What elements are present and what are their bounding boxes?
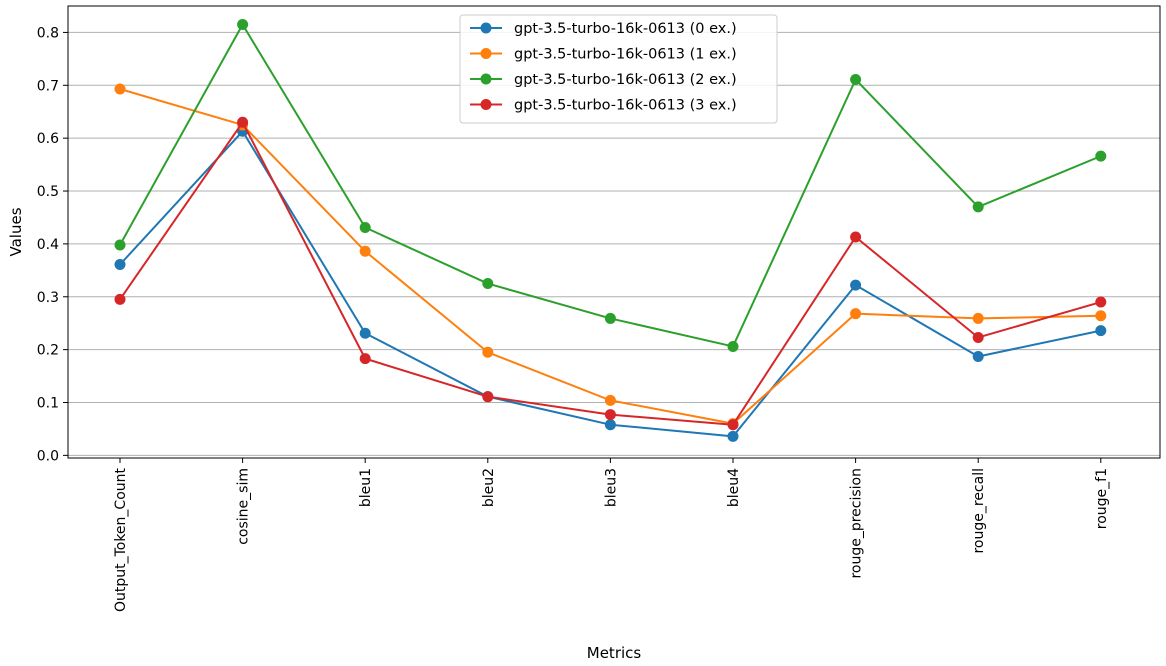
data-point-0-7: [972, 350, 984, 362]
data-point-3-4: [604, 409, 616, 421]
series-0: [114, 125, 1107, 442]
y-tick-label-8: 0.8: [37, 25, 59, 41]
series-layer: [114, 19, 1107, 442]
data-point-3-0: [114, 293, 126, 305]
data-point-2-3: [482, 278, 494, 290]
data-point-3-5: [727, 419, 739, 431]
y-tick-label-0: 0.0: [37, 448, 59, 464]
y-tick-label-1: 0.1: [37, 395, 59, 411]
data-point-2-2: [359, 222, 371, 234]
data-point-3-3: [482, 391, 494, 403]
series-3: [114, 116, 1107, 431]
x-tick-label-3: bleu2: [481, 468, 497, 507]
x-tick-label-7: rouge_recall: [971, 468, 987, 554]
data-point-1-8: [1095, 310, 1107, 322]
legend-label-3: gpt-3.5-turbo-16k-0613 (3 ex.): [514, 98, 737, 114]
data-point-2-0: [114, 239, 126, 251]
series-line-1: [119, 88, 1101, 425]
data-point-2-6: [850, 73, 862, 85]
x-tick-label-2: bleu1: [358, 468, 374, 507]
legend-label-0: gpt-3.5-turbo-16k-0613 (0 ex.): [514, 21, 737, 37]
data-point-1-4: [604, 394, 616, 406]
data-point-2-5: [727, 340, 739, 352]
data-point-1-0: [114, 83, 126, 95]
legend-label-2: gpt-3.5-turbo-16k-0613 (2 ex.): [514, 72, 737, 88]
y-tick-label-3: 0.3: [37, 290, 59, 306]
data-point-2-1: [237, 19, 249, 31]
y-tick-label-7: 0.7: [37, 78, 59, 94]
y-axis-ticks: 0.0 0.1 0.2 0.3 0.4 0.5 0.6 0.7 0.8: [37, 25, 68, 464]
x-axis-title: Metrics: [587, 644, 642, 662]
legend-label-1: gpt-3.5-turbo-16k-0613 (1 ex.): [514, 47, 737, 63]
x-tick-label-4: bleu3: [603, 468, 619, 507]
data-point-0-5: [727, 430, 739, 442]
legend-box: [459, 14, 778, 124]
y-tick-label-5: 0.5: [37, 184, 59, 200]
x-tick-label-5: bleu4: [726, 468, 742, 507]
series-2: [114, 19, 1107, 352]
data-point-3-7: [972, 331, 984, 343]
data-point-0-8: [1095, 325, 1107, 337]
legend-marker-1: [480, 48, 492, 59]
data-point-0-4: [604, 419, 616, 431]
data-point-3-1: [237, 116, 249, 128]
data-point-2-4: [604, 312, 616, 324]
series-line-3: [119, 121, 1102, 426]
x-tick-label-8: rouge_f1: [1094, 468, 1110, 529]
x-axis-ticks: Output_Token_Count cosine_sim bleu1 bleu2 bl…: [113, 458, 1110, 612]
y-tick-label-4: 0.4: [37, 237, 59, 253]
data-point-2-7: [972, 201, 984, 213]
y-axis-title: Values: [7, 207, 25, 256]
legend: gpt-3.5-turbo-16k-0613 (0 ex.) gpt-3.5-tu…: [459, 14, 778, 124]
data-point-1-7: [972, 312, 984, 324]
series-1: [114, 83, 1107, 430]
data-point-0-2: [359, 327, 371, 339]
data-point-1-6: [850, 308, 862, 320]
x-tick-label-0: Output_Token_Count: [113, 467, 129, 612]
data-point-3-2: [359, 353, 371, 365]
x-tick-label-6: rouge_precision: [849, 468, 865, 579]
data-point-3-6: [850, 231, 862, 243]
data-point-0-6: [850, 279, 862, 291]
legend-marker-3: [480, 99, 492, 110]
data-point-3-8: [1095, 296, 1107, 308]
data-point-1-3: [482, 346, 494, 358]
data-point-2-8: [1095, 150, 1107, 162]
legend-marker-0: [480, 22, 492, 34]
series-line-0: [119, 130, 1102, 438]
data-point-0-0: [114, 259, 126, 271]
y-tick-label-2: 0.2: [37, 343, 59, 359]
x-tick-label-1: cosine_sim: [236, 468, 252, 545]
y-tick-label-6: 0.6: [37, 131, 59, 147]
plot-frame: [67, 5, 1161, 459]
data-point-1-2: [359, 245, 371, 257]
legend-marker-2: [480, 73, 492, 85]
